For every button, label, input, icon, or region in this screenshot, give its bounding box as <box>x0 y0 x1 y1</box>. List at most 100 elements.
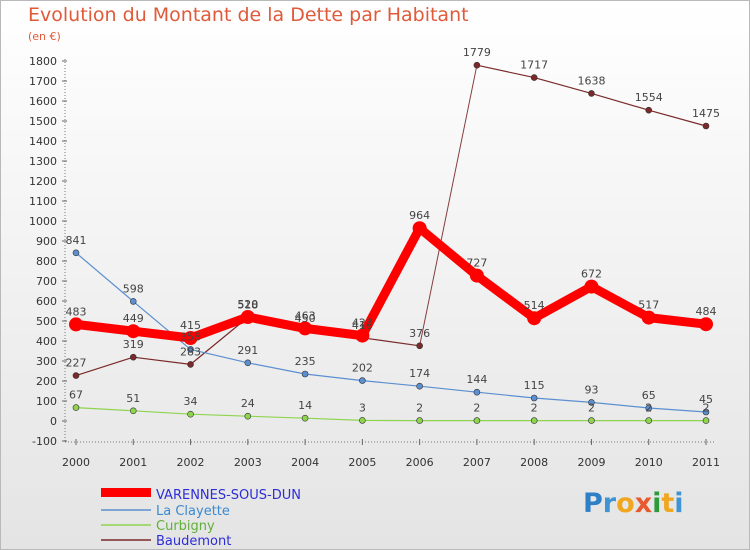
logo-letter: o <box>616 488 635 519</box>
data-point <box>129 353 137 361</box>
data-point <box>129 407 137 415</box>
data-label: 598 <box>123 282 144 295</box>
series-connector-baudemont <box>419 65 478 346</box>
data-point <box>187 410 194 418</box>
x-tick-label: 2001 <box>119 456 147 469</box>
logo-letter: r <box>602 488 617 519</box>
legend-swatch <box>101 488 151 497</box>
data-point <box>244 359 252 367</box>
x-tick-label: 2004 <box>291 456 319 469</box>
data-label: 115 <box>524 379 545 392</box>
data-point <box>126 324 141 339</box>
data-label: 358 <box>180 330 201 343</box>
data-label: 517 <box>638 299 659 312</box>
data-point <box>530 394 538 402</box>
data-label: 2 <box>703 402 710 415</box>
data-point <box>588 90 595 97</box>
data-point <box>645 417 653 424</box>
data-label: 2 <box>416 402 423 415</box>
data-point <box>301 414 309 422</box>
data-point <box>72 372 80 379</box>
data-label: 2 <box>531 402 538 415</box>
series-line-varennes-sous-dun <box>71 223 711 343</box>
y-tick-label: 1600 <box>29 95 57 108</box>
data-label: 24 <box>241 397 255 410</box>
data-point <box>187 361 194 368</box>
data-point <box>473 388 481 396</box>
data-point <box>530 417 538 424</box>
data-label: 144 <box>466 373 487 386</box>
data-point <box>240 310 255 324</box>
y-tick-label: 100 <box>36 395 57 408</box>
data-point <box>641 310 656 325</box>
data-label: 2 <box>473 402 480 415</box>
data-point <box>699 317 713 332</box>
data-label: 415 <box>180 319 201 332</box>
data-point <box>301 370 309 378</box>
data-label: 1717 <box>520 59 548 72</box>
data-label: 841 <box>66 234 87 247</box>
data-point <box>298 321 313 336</box>
data-point <box>416 417 423 424</box>
x-tick-label: 2011 <box>692 456 720 469</box>
data-label: 291 <box>237 344 258 357</box>
data-label: 235 <box>295 355 316 368</box>
data-label: 484 <box>696 305 717 318</box>
x-tick-label: 2006 <box>406 456 434 469</box>
data-point <box>584 279 599 294</box>
data-label: 376 <box>409 327 430 340</box>
data-label: 174 <box>409 367 430 380</box>
data-label: 1475 <box>692 107 720 120</box>
data-point <box>183 331 198 345</box>
logo-letter: t <box>661 488 675 519</box>
y-tick-label: 1800 <box>29 55 57 68</box>
x-tick-label: 2008 <box>520 456 548 469</box>
data-label: 1779 <box>463 46 491 59</box>
y-tick-label: 700 <box>36 275 57 288</box>
series-line-curbigny <box>75 407 707 422</box>
data-point <box>416 382 423 390</box>
data-point <box>645 404 653 412</box>
data-label: 416 <box>352 319 373 332</box>
data-point <box>416 342 423 350</box>
logo-letter: P <box>583 488 603 519</box>
data-point <box>355 328 370 343</box>
x-tick-label: 2005 <box>348 456 376 469</box>
data-point <box>187 346 194 353</box>
y-tick-label: 300 <box>36 355 57 368</box>
y-tick-label: 600 <box>36 295 57 308</box>
data-label: 449 <box>123 312 144 325</box>
data-label: 2 <box>588 402 595 415</box>
data-label: 450 <box>295 312 316 325</box>
chart-unit: (en €) <box>28 30 61 43</box>
logo-letter: x <box>634 488 653 519</box>
data-point <box>588 399 595 406</box>
data-point <box>69 317 83 332</box>
y-tick-label: 0 <box>50 415 57 428</box>
data-label: 283 <box>180 345 201 358</box>
y-tick-label: 900 <box>36 235 57 248</box>
data-label: 227 <box>66 357 87 370</box>
data-point <box>530 74 538 81</box>
data-label: 93 <box>584 383 598 396</box>
y-tick-label: 1500 <box>29 115 57 128</box>
y-tick-label: 1300 <box>29 155 57 168</box>
y-tick-label: 1000 <box>29 215 57 228</box>
data-label: 202 <box>352 362 373 375</box>
data-point <box>702 417 710 424</box>
data-label: 1638 <box>577 74 605 87</box>
data-point <box>72 404 80 411</box>
data-point <box>473 417 481 424</box>
data-label: 672 <box>581 268 602 281</box>
data-label: 65 <box>642 389 656 402</box>
logo-letter: i <box>674 488 684 519</box>
legend-label: VARENNES-SOUS-DUN <box>156 488 301 503</box>
legend-label: Curbigny <box>156 519 215 534</box>
data-point <box>645 106 653 114</box>
data-label: 45 <box>699 393 713 406</box>
data-label: 319 <box>123 338 144 351</box>
data-point <box>359 417 366 424</box>
x-tick-label: 2000 <box>62 456 90 469</box>
data-label: 67 <box>69 389 83 402</box>
